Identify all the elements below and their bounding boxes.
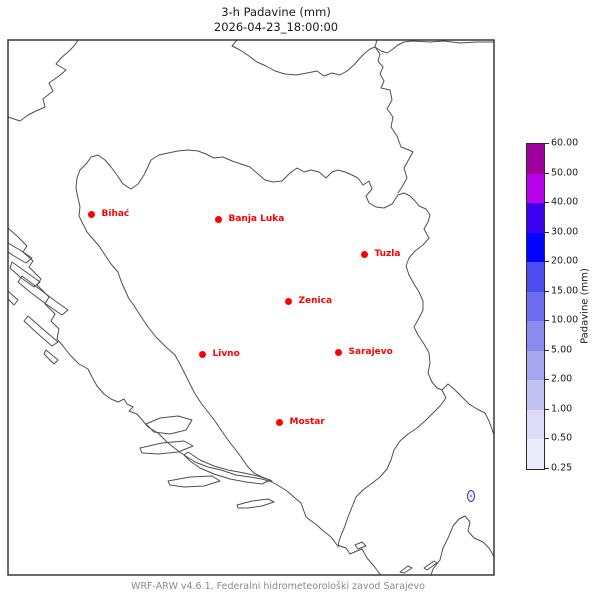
weather-map-figure: 3-h Padavine (mm) 2026-04-23_18:00:00 <box>0 0 600 600</box>
island-path <box>424 561 437 570</box>
colorbar-segment <box>527 321 544 351</box>
city-label: Bihać <box>102 209 130 219</box>
colorbar-tick-mark <box>545 320 549 321</box>
island-path <box>168 476 220 487</box>
island-path <box>18 276 68 315</box>
city-dot-icon <box>285 298 292 305</box>
city-marker: Mostar <box>276 417 325 427</box>
colorbar-tick-mark <box>545 143 549 144</box>
colorbar-segment <box>527 292 544 322</box>
city-label: Tuzla <box>375 249 401 259</box>
colorbar-segment <box>527 144 544 174</box>
colorbar-tick-mark <box>545 202 549 203</box>
island-path <box>400 566 412 573</box>
coastline-path <box>8 228 381 575</box>
island-path <box>140 441 193 454</box>
city-dot-icon <box>335 349 342 356</box>
city-label: Zenica <box>299 296 333 306</box>
map-geometry <box>8 40 494 575</box>
bih-southeast-border-path <box>338 390 446 547</box>
colorbar-axis-label: Padavine (mm) <box>580 268 591 344</box>
colorbar-segment <box>527 410 544 440</box>
colorbar-segment <box>527 262 544 292</box>
city-marker: Livno <box>199 349 240 359</box>
island-path <box>8 291 18 305</box>
city-marker: Sarajevo <box>335 347 393 357</box>
island-path <box>184 452 270 484</box>
map-frame <box>8 40 494 575</box>
colorbar-segment <box>527 233 544 263</box>
city-dot-icon <box>215 216 222 223</box>
colorbar-segment <box>527 439 544 469</box>
city-label: Sarajevo <box>349 347 393 357</box>
colorbar-tick-mark <box>545 350 549 351</box>
border-east-descending-path <box>375 47 413 193</box>
island-path <box>237 499 274 508</box>
montenegro-coast-path <box>431 516 494 575</box>
colorbar-tick-mark <box>545 291 549 292</box>
colorbar-tick-label: 0.50 <box>551 433 572 444</box>
colorbar-tick-label: 50.00 <box>551 167 578 178</box>
island-path <box>44 350 58 364</box>
island-path <box>24 316 58 346</box>
city-dot-icon <box>361 251 368 258</box>
border-topright-path <box>375 41 494 53</box>
colorbar-tick-label: 60.00 <box>551 138 578 149</box>
serbia-montenegro-border-path <box>442 384 494 435</box>
city-label: Mostar <box>290 417 325 427</box>
colorbar-segment <box>527 351 544 381</box>
bih-east-border-path <box>406 206 442 390</box>
colorbar-tick-mark <box>545 438 549 439</box>
city-marker: Zenica <box>285 296 333 306</box>
colorbar-tick-mark <box>545 468 549 469</box>
colorbar-tick-label: 15.00 <box>551 285 578 296</box>
colorbar-tick-mark <box>545 232 549 233</box>
colorbar-tick-label: 1.00 <box>551 403 572 414</box>
colorbar-segment <box>527 203 544 233</box>
colorbar-tick-label: 10.00 <box>551 315 578 326</box>
island-path <box>10 262 40 287</box>
colorbar-tick-label: 30.00 <box>551 226 578 237</box>
city-dot-icon <box>199 351 206 358</box>
colorbar-tick-mark <box>545 173 549 174</box>
city-label: Banja Luka <box>229 214 285 224</box>
colorbar-tick-label: 40.00 <box>551 197 578 208</box>
colorbar-segment <box>527 174 544 204</box>
city-marker: Tuzla <box>361 249 401 259</box>
colorbar-tick-mark <box>545 379 549 380</box>
island-path <box>355 542 366 549</box>
city-dot-icon <box>276 419 283 426</box>
colorbar-tick-label: 20.00 <box>551 256 578 267</box>
colorbar-tick-mark <box>545 409 549 410</box>
city-label: Livno <box>213 349 240 359</box>
border-topleft-path <box>8 40 78 121</box>
bih-north-border-path <box>87 150 419 208</box>
colorbar <box>526 143 545 470</box>
border-north-path <box>232 40 375 76</box>
island-path <box>146 416 192 434</box>
colorbar-tick-mark <box>545 261 549 262</box>
city-marker: Banja Luka <box>215 214 285 224</box>
colorbar-tick-label: 2.00 <box>551 374 572 385</box>
island-path <box>8 243 32 263</box>
colorbar-segment <box>527 380 544 410</box>
footer-text: WRF-ARW v4.6.1, Federalni hidrometeorolo… <box>0 581 556 592</box>
lake-center-dot <box>470 495 472 497</box>
city-marker: Bihać <box>88 209 130 219</box>
border-north-spur-path <box>375 40 377 47</box>
colorbar-tick-label: 0.25 <box>551 463 572 474</box>
city-dot-icon <box>88 211 95 218</box>
colorbar-tick-label: 5.00 <box>551 344 572 355</box>
